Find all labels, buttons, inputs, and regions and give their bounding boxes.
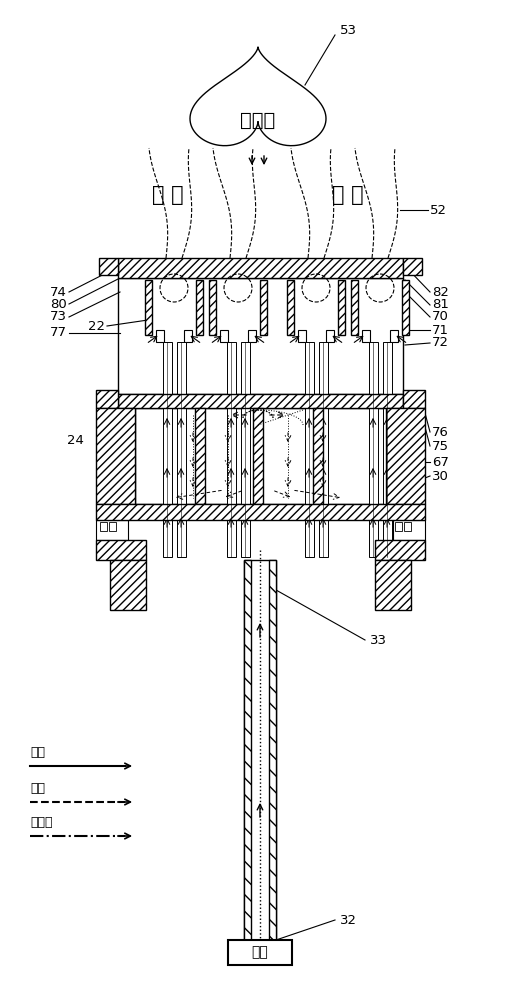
Bar bbox=[96, 540, 146, 560]
Bar bbox=[241, 342, 250, 557]
Text: 燃料: 燃料 bbox=[252, 946, 268, 960]
Text: 72: 72 bbox=[432, 336, 449, 350]
Bar bbox=[338, 280, 345, 335]
Bar bbox=[227, 342, 236, 557]
Bar bbox=[220, 330, 228, 342]
Text: 81: 81 bbox=[432, 298, 449, 312]
Bar bbox=[195, 408, 205, 504]
Bar bbox=[109, 522, 116, 531]
Bar bbox=[100, 522, 107, 531]
Bar bbox=[362, 330, 370, 342]
Text: 53: 53 bbox=[340, 23, 357, 36]
Bar bbox=[228, 940, 292, 965]
Text: 82: 82 bbox=[432, 286, 449, 298]
Text: 75: 75 bbox=[432, 440, 449, 452]
Text: 燃料: 燃料 bbox=[30, 782, 45, 794]
Text: 73: 73 bbox=[50, 310, 67, 324]
Text: 77: 77 bbox=[50, 326, 67, 340]
Bar bbox=[96, 408, 135, 504]
Bar bbox=[244, 560, 276, 940]
Bar bbox=[403, 258, 422, 275]
Bar bbox=[196, 280, 203, 335]
Bar bbox=[403, 390, 425, 408]
Bar bbox=[118, 278, 403, 394]
Bar bbox=[351, 280, 358, 335]
Text: 71: 71 bbox=[432, 324, 449, 336]
Text: 80: 80 bbox=[50, 298, 67, 310]
Text: 76: 76 bbox=[432, 426, 449, 438]
Bar bbox=[96, 504, 425, 520]
Bar bbox=[305, 342, 314, 557]
Bar bbox=[184, 330, 192, 342]
Bar bbox=[404, 522, 411, 531]
Text: 52: 52 bbox=[430, 204, 447, 217]
Bar bbox=[402, 280, 409, 335]
Bar bbox=[253, 408, 263, 504]
Bar bbox=[383, 342, 392, 557]
Text: 24: 24 bbox=[67, 434, 84, 446]
Text: 回流区: 回流区 bbox=[240, 110, 276, 129]
Text: 32: 32 bbox=[340, 914, 357, 926]
Bar bbox=[375, 540, 425, 560]
Text: 33: 33 bbox=[370, 634, 387, 647]
Bar bbox=[326, 330, 334, 342]
Bar bbox=[287, 280, 294, 335]
Bar bbox=[110, 560, 146, 610]
Text: 74: 74 bbox=[50, 286, 67, 298]
Text: 67: 67 bbox=[432, 456, 449, 468]
Bar bbox=[156, 330, 164, 342]
Bar bbox=[209, 280, 216, 335]
Bar bbox=[96, 390, 118, 408]
Text: 30: 30 bbox=[432, 470, 449, 483]
Bar bbox=[260, 280, 267, 335]
Bar bbox=[248, 330, 256, 342]
Bar bbox=[99, 258, 118, 275]
Bar bbox=[177, 342, 186, 557]
Text: 値 班: 値 班 bbox=[152, 185, 184, 205]
Text: 70: 70 bbox=[432, 310, 449, 324]
Bar bbox=[390, 330, 398, 342]
Bar bbox=[135, 408, 386, 504]
Bar bbox=[118, 258, 403, 278]
Text: 预混气: 预混气 bbox=[30, 816, 53, 828]
Bar bbox=[298, 330, 306, 342]
Bar bbox=[269, 560, 276, 940]
Bar bbox=[386, 408, 425, 504]
Text: 22: 22 bbox=[88, 320, 105, 332]
Bar bbox=[244, 560, 251, 940]
Bar bbox=[395, 522, 402, 531]
Text: 火 焏: 火 焏 bbox=[332, 185, 364, 205]
Bar bbox=[163, 342, 172, 557]
Bar bbox=[118, 394, 403, 408]
Bar bbox=[96, 520, 128, 540]
Bar bbox=[145, 280, 152, 335]
Bar bbox=[319, 342, 328, 557]
Bar bbox=[369, 342, 378, 557]
Bar bbox=[313, 408, 323, 504]
Bar bbox=[375, 560, 411, 610]
Bar bbox=[393, 520, 425, 540]
Text: 空气: 空气 bbox=[30, 746, 45, 758]
